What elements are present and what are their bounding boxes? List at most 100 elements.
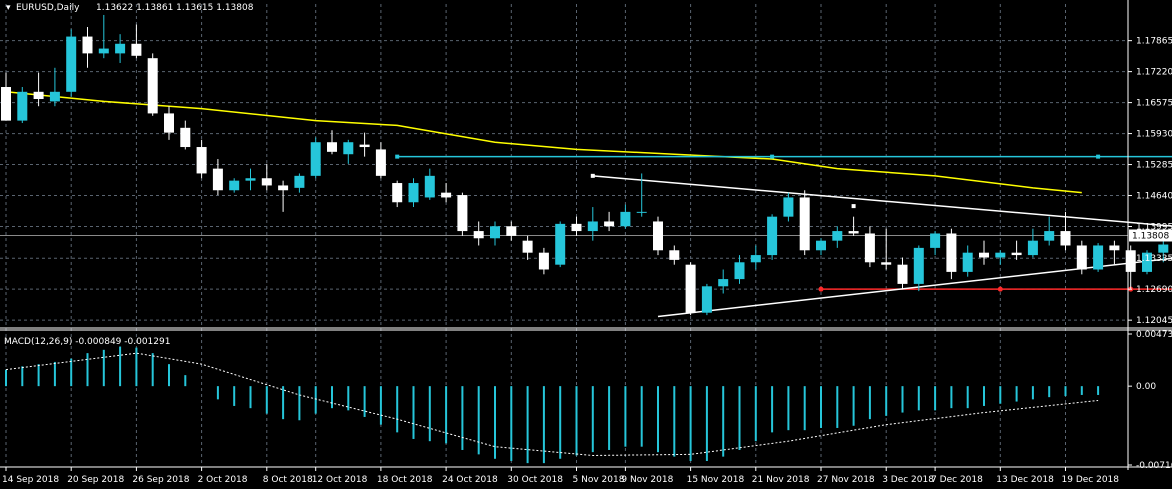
candle-body [734, 262, 745, 280]
current-price-label: 1.13808 [1132, 231, 1169, 241]
candle-body [66, 36, 77, 92]
candle-body [816, 240, 826, 251]
candle-body [147, 58, 158, 114]
candle-body [913, 247, 924, 284]
chart-header-icon: ▾ [6, 3, 11, 13]
candle-body [587, 221, 598, 232]
macd-label: MACD(12,26,9) -0.000849 -0.001291 [4, 337, 170, 347]
candle-body [82, 36, 93, 54]
candle-body [245, 178, 256, 181]
candle-body [1093, 245, 1104, 270]
candle-body [196, 147, 207, 174]
candle-body [962, 252, 973, 272]
ohlc-label: 1.13622 1.13861 1.13615 1.13808 [96, 3, 254, 13]
price-tick-label: 1.15285 [1136, 161, 1172, 171]
candle-body [261, 178, 272, 186]
macd-signal-line [5, 352, 1099, 456]
candle-body [1011, 252, 1022, 256]
candle-body [930, 233, 941, 248]
candle-body [897, 264, 908, 284]
candle-body [17, 91, 28, 121]
resistance-anchor [395, 154, 400, 159]
candle-body [1, 86, 11, 121]
price-tick-label: 1.15930 [1136, 130, 1172, 140]
date-label: 24 Oct 2018 [442, 475, 498, 485]
candle-body [555, 223, 566, 265]
date-label: 30 Oct 2018 [507, 475, 563, 485]
candle-body [538, 252, 549, 270]
candle-body [359, 144, 370, 148]
candle-body [1076, 245, 1087, 270]
candle-body [995, 252, 1006, 258]
date-label: 12 Oct 2018 [312, 475, 368, 485]
candle-body [604, 221, 615, 227]
candle-body [424, 175, 435, 198]
triangle-anchor [590, 173, 595, 178]
candle-body [1060, 231, 1071, 246]
date-label: 9 Nov 2018 [621, 475, 673, 485]
date-label: 8 Oct 2018 [263, 475, 313, 485]
date-label: 27 Nov 2018 [817, 475, 875, 485]
candle-body [636, 211, 647, 213]
moving-average-line [5, 91, 1082, 194]
date-label: 13 Dec 2018 [996, 475, 1054, 485]
candle-body [310, 142, 321, 176]
candle-body [685, 264, 696, 313]
support-anchor [997, 286, 1003, 292]
macd-tick-label: -0.007165 [1136, 461, 1172, 471]
candle-body [946, 233, 957, 272]
candle-body [131, 43, 142, 56]
date-label: 21 Nov 2018 [752, 475, 810, 485]
price-tick-label: 1.13335 [1136, 254, 1172, 264]
candle-body [979, 252, 989, 258]
candlesticks [1, 14, 1169, 316]
macd-tick-label: 0.004739 [1136, 330, 1172, 340]
date-label: 20 Sep 2018 [67, 475, 124, 485]
date-label: 5 Nov 2018 [573, 475, 625, 485]
candle-body [490, 226, 500, 239]
candle-body [180, 127, 191, 148]
candle-body [1109, 245, 1120, 251]
candle-body [1158, 244, 1169, 253]
date-label: 18 Oct 2018 [377, 475, 433, 485]
price-tick-label: 1.13995 [1136, 223, 1172, 233]
indicator-lines [0, 91, 1172, 318]
candle-body [294, 175, 305, 188]
candle-body [49, 91, 60, 102]
candle-body [457, 195, 468, 232]
price-tick-label: 1.12690 [1136, 285, 1172, 295]
candle-body [408, 183, 419, 203]
candle-body [1044, 231, 1055, 241]
date-label: 19 Dec 2018 [1062, 475, 1120, 485]
triangle-upper-line [592, 175, 1172, 227]
date-label: 14 Sep 2018 [2, 475, 59, 485]
candle-body [98, 48, 109, 54]
resistance-anchor [770, 154, 775, 159]
candle-body [212, 168, 223, 191]
price-tick-label: 1.14640 [1136, 192, 1172, 202]
candle-body [1142, 252, 1152, 272]
candle-body [115, 43, 126, 54]
candle-body [848, 231, 859, 234]
date-label: 7 Dec 2018 [931, 475, 983, 485]
price-tick-label: 1.17865 [1136, 37, 1172, 47]
candle-body [832, 231, 843, 241]
macd-panel [5, 346, 1100, 464]
date-label: 26 Sep 2018 [132, 475, 189, 485]
symbol-timeframe-label: EURUSD,Daily [16, 3, 80, 13]
candle-body [653, 221, 663, 251]
price-tick-label: 1.12045 [1136, 316, 1172, 326]
candle-body [620, 211, 631, 227]
price-tick-label: 1.17220 [1136, 68, 1172, 78]
candle-body [441, 192, 452, 198]
candle-body [750, 255, 761, 263]
candle-body [375, 149, 386, 176]
resistance-anchor [1096, 154, 1101, 159]
date-label: 3 Dec 2018 [882, 475, 934, 485]
candle-body [1027, 240, 1038, 256]
candle-body [506, 226, 517, 236]
candle-body [33, 91, 44, 100]
candle-body [864, 233, 875, 263]
candle-body [473, 231, 484, 239]
